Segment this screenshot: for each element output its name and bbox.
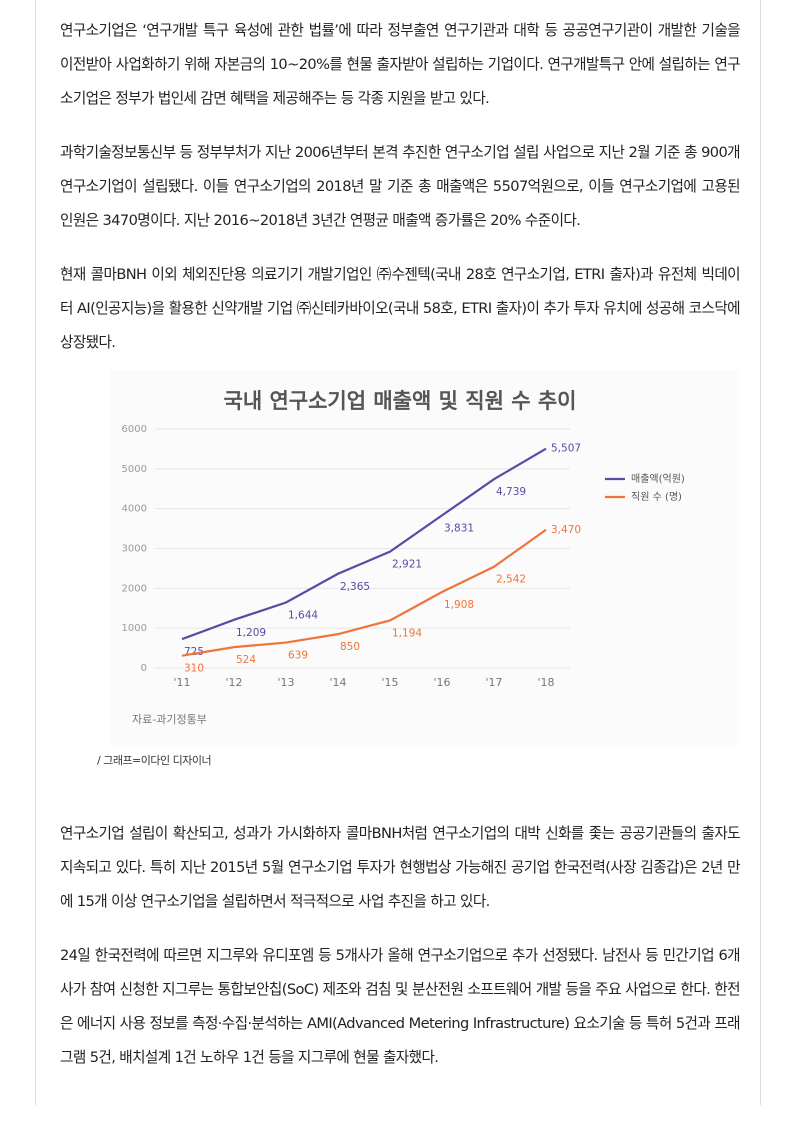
- chart-bg: [110, 370, 740, 745]
- y-tick-label: 5000: [122, 464, 147, 475]
- x-tick-label: '12: [225, 676, 242, 689]
- y-tick-label: 3000: [122, 544, 147, 555]
- article-bottom: 연구소기업 설립이 확산되고, 성과가 가시화하자 콜마BNH처럼 연구소기업의…: [60, 817, 741, 1095]
- paragraph: 24일 한국전력에 따르면 지그루와 유디포엠 등 5개사가 올해 연구소기업으…: [60, 947, 741, 1066]
- chart-title: 국내 연구소기업 매출액 및 직원 수 추이: [224, 389, 577, 413]
- legend-label: 매출액(억원): [631, 473, 685, 485]
- data-label: 3,470: [551, 524, 581, 536]
- x-tick-label: '17: [485, 676, 502, 689]
- data-label: 3,831: [444, 522, 474, 534]
- x-tick-label: '14: [329, 676, 346, 689]
- data-label: 524: [236, 654, 256, 666]
- x-tick-label: '15: [381, 676, 398, 689]
- y-tick-label: 6000: [122, 424, 147, 435]
- chart: 국내 연구소기업 매출액 및 직원 수 추이 0 1000 2000 3000 4000…: [110, 370, 740, 745]
- data-label: 2,365: [340, 581, 370, 593]
- paragraph: 현재 콜마BNH 이외 체외진단용 의료기기 개발기업인 ㈜수젠텍(국내 28호…: [60, 266, 741, 351]
- frame: [35, 0, 761, 1105]
- paragraph: 과학기술정보통신부 등 정부부처가 지난 2006년부터 본격 추진한 연구소기…: [60, 144, 741, 229]
- series-line: [181, 447, 547, 641]
- caption: / 그래프=이다인 디자이너: [97, 754, 212, 767]
- data-label: 2,921: [392, 559, 422, 571]
- data-label: 850: [340, 641, 360, 653]
- data-label: 1,194: [392, 627, 422, 639]
- y-tick-label: 4000: [122, 504, 147, 515]
- paragraph: 연구소기업 설립이 확산되고, 성과가 가시화하자 콜마BNH처럼 연구소기업의…: [60, 825, 741, 910]
- data-label: 639: [288, 650, 308, 662]
- paragraph: 연구소기업은 ‘연구개발 특구 육성에 관한 법률’에 따라 정부출연 연구기관…: [60, 22, 741, 107]
- y-tick-label: 0: [141, 663, 147, 674]
- data-label: 5,507: [551, 443, 581, 455]
- data-label: 2,542: [496, 574, 526, 586]
- data-label: 310: [184, 663, 204, 675]
- y-tick-label: 2000: [122, 583, 147, 594]
- y-tick-label: 1000: [122, 623, 147, 634]
- x-tick-label: '11: [173, 676, 190, 689]
- series-line: [181, 528, 547, 657]
- data-label: 1,209: [236, 627, 266, 639]
- x-tick-label: '18: [537, 676, 554, 689]
- x-tick-label: '16: [433, 676, 450, 689]
- data-label: 1,644: [288, 610, 318, 622]
- article-top: 연구소기업은 ‘연구개발 특구 육성에 관한 법률’에 따라 정부출연 연구기관…: [60, 14, 741, 380]
- data-label: 1,908: [444, 599, 474, 611]
- source: 자료-과기정통부: [132, 713, 207, 726]
- data-label: 4,739: [496, 486, 526, 498]
- x-tick-label: '13: [277, 676, 294, 689]
- legend-label: 직원 수 (명): [631, 491, 682, 503]
